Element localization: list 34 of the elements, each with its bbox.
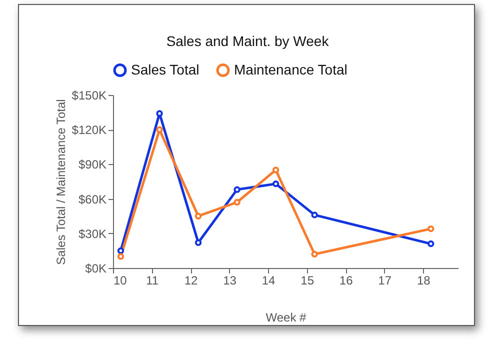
y-tick-label: $60K <box>78 192 106 206</box>
x-tick-label: 14 <box>262 274 276 288</box>
x-tick-label: 18 <box>416 274 431 288</box>
y-tick-label: $150K <box>72 88 106 102</box>
point <box>272 180 280 188</box>
x-tick-label: 13 <box>223 274 237 288</box>
x-axis-title: Week # <box>266 310 307 324</box>
y-axis-title: Sales Total / Maintenance Total <box>54 99 68 265</box>
point <box>311 250 318 258</box>
point <box>428 225 434 232</box>
legend-label: Sales Total <box>131 61 200 78</box>
legend-label: Maintenance Total <box>234 61 348 78</box>
point <box>272 166 280 174</box>
point <box>234 198 240 206</box>
point <box>117 253 124 260</box>
x-tick-label: 17 <box>378 274 392 288</box>
point <box>194 212 202 220</box>
x-tick-label: 11 <box>146 274 159 288</box>
point <box>234 186 240 193</box>
x-tick-label: 16 <box>339 274 354 288</box>
point <box>428 240 434 248</box>
y-tick-label: $30K <box>78 226 106 241</box>
x-tick-label: 10 <box>114 274 128 288</box>
y-tick-label: $90K <box>78 158 106 172</box>
point <box>194 239 202 246</box>
y-tick-label: $0K <box>85 262 106 276</box>
chart-title: Sales and Maint. by Week <box>166 33 330 49</box>
point <box>156 126 163 133</box>
y-tick-label: $120K <box>72 123 106 138</box>
point <box>117 247 124 254</box>
point <box>156 110 163 117</box>
x-tick-label: 15 <box>300 274 314 288</box>
x-tick-label: 12 <box>184 274 198 288</box>
point <box>311 212 318 218</box>
